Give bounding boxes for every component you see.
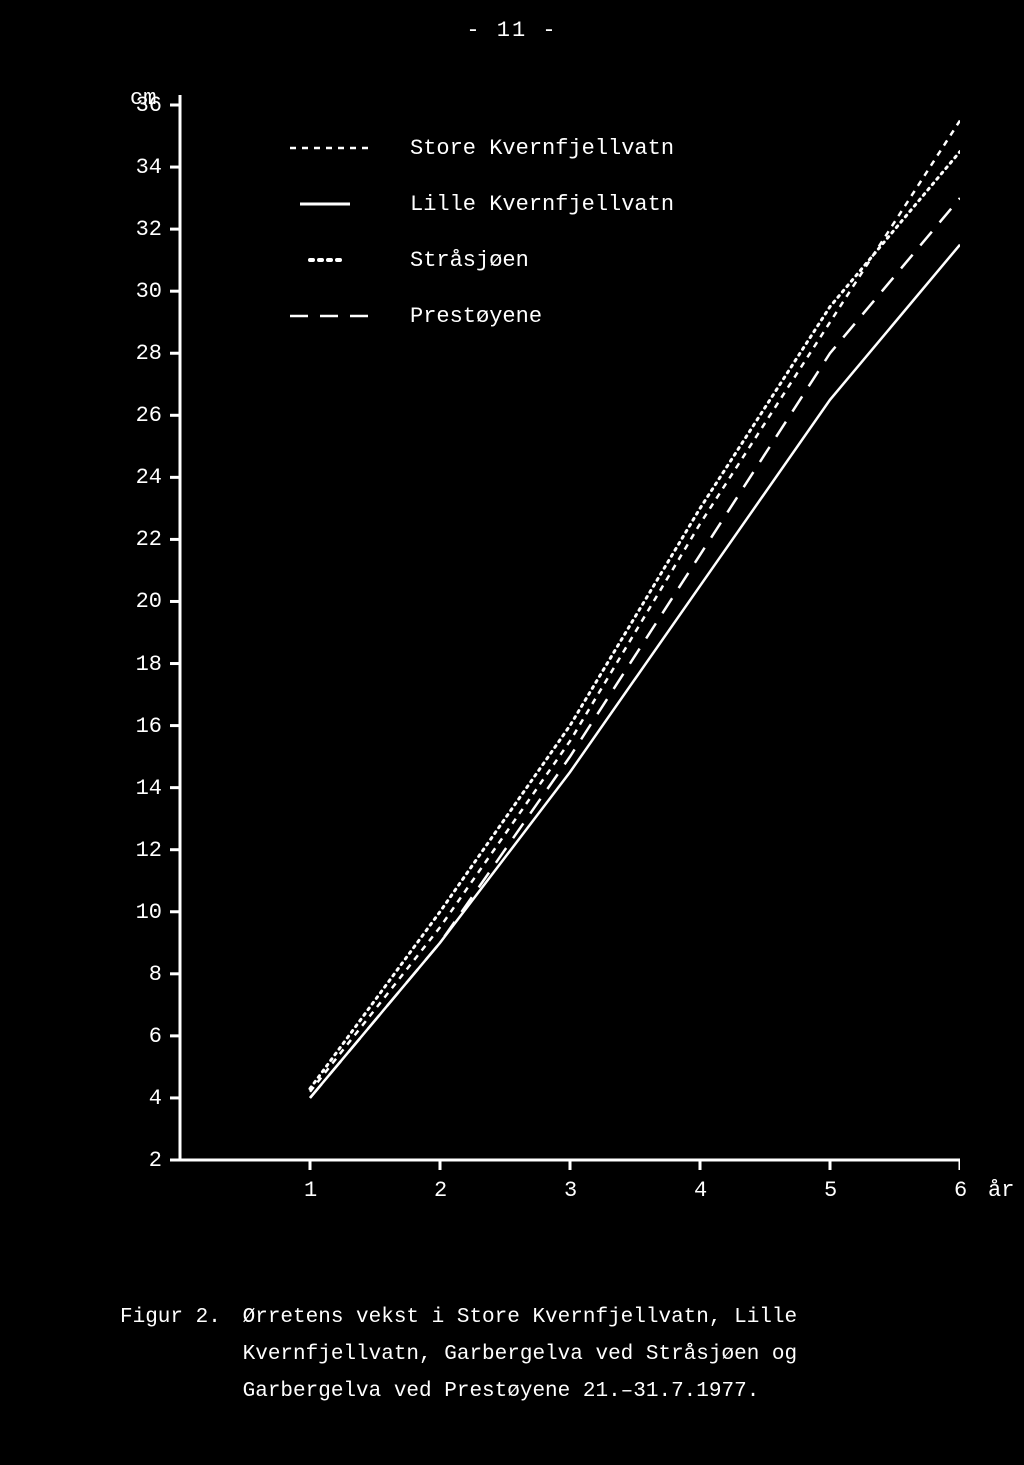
x-tick-label: 5 [824,1178,837,1203]
x-tick-label: 2 [434,1178,447,1203]
y-tick-label: 6 [149,1024,162,1049]
legend-label: Lille Kvernfjellvatn [410,192,674,217]
legend-label: Prestøyene [410,304,542,329]
x-tick-label: 3 [564,1178,577,1203]
y-tick-label: 30 [136,279,162,304]
caption-prefix: Figur 2. [120,1300,230,1337]
y-tick-label: 4 [149,1086,162,1111]
page-header: - 11 - [0,18,1024,43]
legend-row: Store Kvernfjellvatn [290,120,674,176]
legend-label: Store Kvernfjellvatn [410,136,674,161]
y-tick-label: 18 [136,652,162,677]
caption-body: Ørretens vekst i Store Kvernfjellvatn, L… [243,1300,933,1410]
x-tick-label: 6 [954,1178,967,1203]
y-tick-label: 8 [149,962,162,987]
legend-row: Lille Kvernfjellvatn [290,176,674,232]
y-tick-label: 26 [136,403,162,428]
legend-row: Stråsjøen [290,232,674,288]
y-tick-label: 28 [136,341,162,366]
y-tick-label: 16 [136,714,162,739]
legend-swatch [290,136,380,160]
growth-chart: cm Store Kvernfjellvatn Lille Kvernfjell… [120,90,960,1220]
legend-label: Stråsjøen [410,248,529,273]
y-tick-label: 22 [136,527,162,552]
y-tick-label: 32 [136,217,162,242]
y-tick-label: 10 [136,900,162,925]
y-tick-label: 14 [136,776,162,801]
chart-legend: Store Kvernfjellvatn Lille Kvernfjellvat… [290,120,674,344]
legend-row: Prestøyene [290,288,674,344]
y-tick-label: 36 [136,93,162,118]
y-tick-label: 2 [149,1148,162,1173]
legend-swatch [290,192,380,216]
x-axis-unit: år [988,1178,1014,1203]
y-tick-label: 12 [136,838,162,863]
y-tick-label: 20 [136,589,162,614]
y-tick-label: 24 [136,465,162,490]
figure-caption: Figur 2. Ørretens vekst i Store Kvernfje… [120,1300,940,1410]
x-tick-label: 4 [694,1178,707,1203]
legend-swatch [290,248,380,272]
legend-swatch [290,304,380,328]
x-tick-label: 1 [304,1178,317,1203]
y-tick-label: 34 [136,155,162,180]
